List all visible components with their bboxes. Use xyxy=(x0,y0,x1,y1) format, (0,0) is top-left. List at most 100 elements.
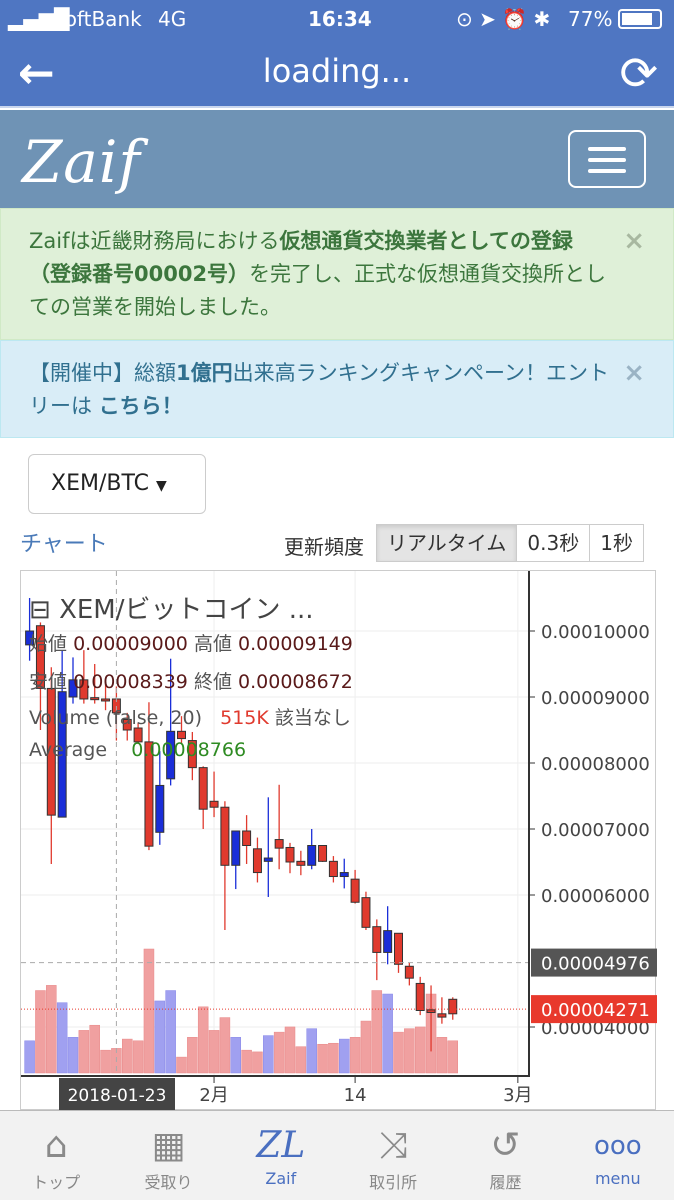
campaign-link[interactable]: こちら！ xyxy=(98,394,183,418)
registration-alert: Zaifは近畿財務局における仮想通貨交換業者としての登録（登録番号00002号）… xyxy=(0,208,674,340)
candle-body xyxy=(177,730,186,740)
candle-body xyxy=(350,878,360,903)
candle-body xyxy=(25,630,35,646)
tab-receive[interactable]: ▦ 受取り xyxy=(112,1111,224,1200)
last-price-box xyxy=(531,995,657,1024)
refresh-icon[interactable]: ⟳ xyxy=(619,46,658,100)
caret-down-icon: ▼ xyxy=(155,478,167,494)
legend-average: Average 0.00008766 xyxy=(29,739,247,761)
chart-link[interactable]: チャート xyxy=(20,532,108,557)
candle-body xyxy=(361,897,371,928)
volume-bar xyxy=(187,1037,198,1074)
volume-bar xyxy=(295,1046,307,1074)
close-icon[interactable]: × xyxy=(623,358,645,388)
pair-select[interactable]: XEM/BTC ▼ xyxy=(28,454,206,514)
status-icons: ⊙ ➤ ⏰ ✱ xyxy=(456,7,551,31)
tab-history[interactable]: ↺ 履歴 xyxy=(449,1111,561,1200)
volume-bar xyxy=(24,1040,35,1074)
candle-body xyxy=(57,691,67,818)
volume-bar xyxy=(436,1037,448,1074)
volume-bar xyxy=(284,1026,296,1074)
candle-body xyxy=(133,727,143,743)
volume-bar xyxy=(273,1031,285,1074)
freq-realtime-button[interactable]: リアルタイム xyxy=(376,524,518,562)
candle-body xyxy=(285,846,295,863)
volume-bar xyxy=(252,1051,263,1074)
tab-exchange[interactable]: ⤨ 取引所 xyxy=(337,1111,449,1200)
close-icon[interactable]: × xyxy=(623,226,645,256)
frequency-label: 更新頻度 xyxy=(284,535,364,559)
volume-bar xyxy=(122,1038,133,1074)
chart-canvas[interactable]: 0.00010000 0.00009000 0.00008000 0.00007000… xyxy=(21,571,657,1111)
volume-bar xyxy=(263,1035,274,1074)
nav-bar: ← loading... ⟳ xyxy=(0,38,674,108)
arrow-left-icon[interactable]: ← xyxy=(18,48,55,99)
tab-top[interactable]: ⌂ トップ xyxy=(0,1111,112,1200)
volume-bar xyxy=(230,1037,241,1074)
clock: 16:34 xyxy=(308,7,372,31)
crosshair-price-box xyxy=(531,948,657,977)
zaif-logo[interactable]: Zaif xyxy=(22,128,141,196)
candle-body xyxy=(415,982,425,1012)
candle-body xyxy=(404,965,414,979)
candle-body xyxy=(231,830,241,866)
status-bar: ▂▄▆█ SoftBank 4G 16:34 ⊙ ➤ ⏰ ✱ 77% xyxy=(0,0,674,38)
volume-bar xyxy=(56,1002,68,1074)
candle-body xyxy=(187,740,197,769)
last-price-label: 0.00004271 xyxy=(541,1000,650,1021)
candle-body xyxy=(35,625,45,689)
candle-body xyxy=(79,679,89,700)
candle-body xyxy=(46,687,56,816)
volume-bar xyxy=(208,1030,220,1074)
crosshair-date-box xyxy=(59,1078,175,1110)
freq-1s-button[interactable]: 1秒 xyxy=(590,524,644,562)
hamburger-menu-button[interactable] xyxy=(568,130,646,188)
signal-icon: ▂▄▆█ xyxy=(8,7,70,31)
volume-bar xyxy=(132,1040,144,1074)
qr-code-icon: ▦ xyxy=(151,1125,186,1166)
battery-icon xyxy=(618,9,662,29)
volume-bar xyxy=(414,1026,426,1074)
carrier: SoftBank xyxy=(52,7,142,31)
volume-bar xyxy=(317,1043,328,1074)
volume-bar xyxy=(241,1049,252,1074)
chart-title: ⊟ XEM/ビットコイン ... xyxy=(29,595,314,625)
candle-body xyxy=(274,839,284,849)
tab-zaif[interactable]: ZL Zaif xyxy=(225,1111,337,1200)
candle-body xyxy=(307,845,317,866)
tab-menu[interactable]: ooo menu xyxy=(562,1111,674,1200)
tab-bar: ⌂ トップ ▦ 受取り ZL Zaif ⤨ 取引所 ↺ 履歴 ooo menu xyxy=(0,1110,674,1200)
freq-0.3s-button[interactable]: 0.3秒 xyxy=(517,524,591,562)
volume-bar xyxy=(404,1028,415,1074)
price-chart[interactable]: 0.00010000 0.00009000 0.00008000 0.00007000… xyxy=(20,570,657,1111)
candle-body xyxy=(296,860,306,866)
crosshair-date-label: 2018-01-23 xyxy=(68,1086,167,1106)
zaif-logo-icon: ZL xyxy=(256,1125,306,1166)
time-tick-label: 14 xyxy=(344,1085,367,1106)
time-tick-label: 2月 xyxy=(199,1085,228,1106)
volume-bar xyxy=(219,1017,231,1074)
volume-bar xyxy=(360,1020,372,1074)
crosshair-price-label: 0.00004976 xyxy=(541,954,650,975)
candle-body xyxy=(220,806,230,866)
candle-body xyxy=(263,857,273,862)
volume-bar xyxy=(393,1031,404,1074)
volume-bar xyxy=(35,990,46,1074)
history-icon: ↺ xyxy=(490,1125,521,1166)
legend-ohlc-1: 始値 0.00009000 高値 0.00009149 xyxy=(29,633,353,655)
candle-body xyxy=(383,930,393,953)
candle-body xyxy=(328,860,338,878)
volume-bar xyxy=(67,1037,79,1074)
volume-bar xyxy=(371,990,383,1074)
candle-body xyxy=(166,730,176,780)
collapse-icon[interactable]: ⊟ xyxy=(29,595,51,625)
price-tick-label: 0.00009000 xyxy=(541,688,650,709)
volume-bar xyxy=(46,985,57,1074)
volume-bar xyxy=(447,1040,458,1074)
candle-body xyxy=(242,830,252,847)
price-tick-label: 0.00010000 xyxy=(541,622,650,643)
candle-body xyxy=(448,998,458,1015)
battery-percent: 77% xyxy=(568,7,613,31)
candle-body xyxy=(339,872,349,878)
candle-body xyxy=(426,1009,436,1013)
